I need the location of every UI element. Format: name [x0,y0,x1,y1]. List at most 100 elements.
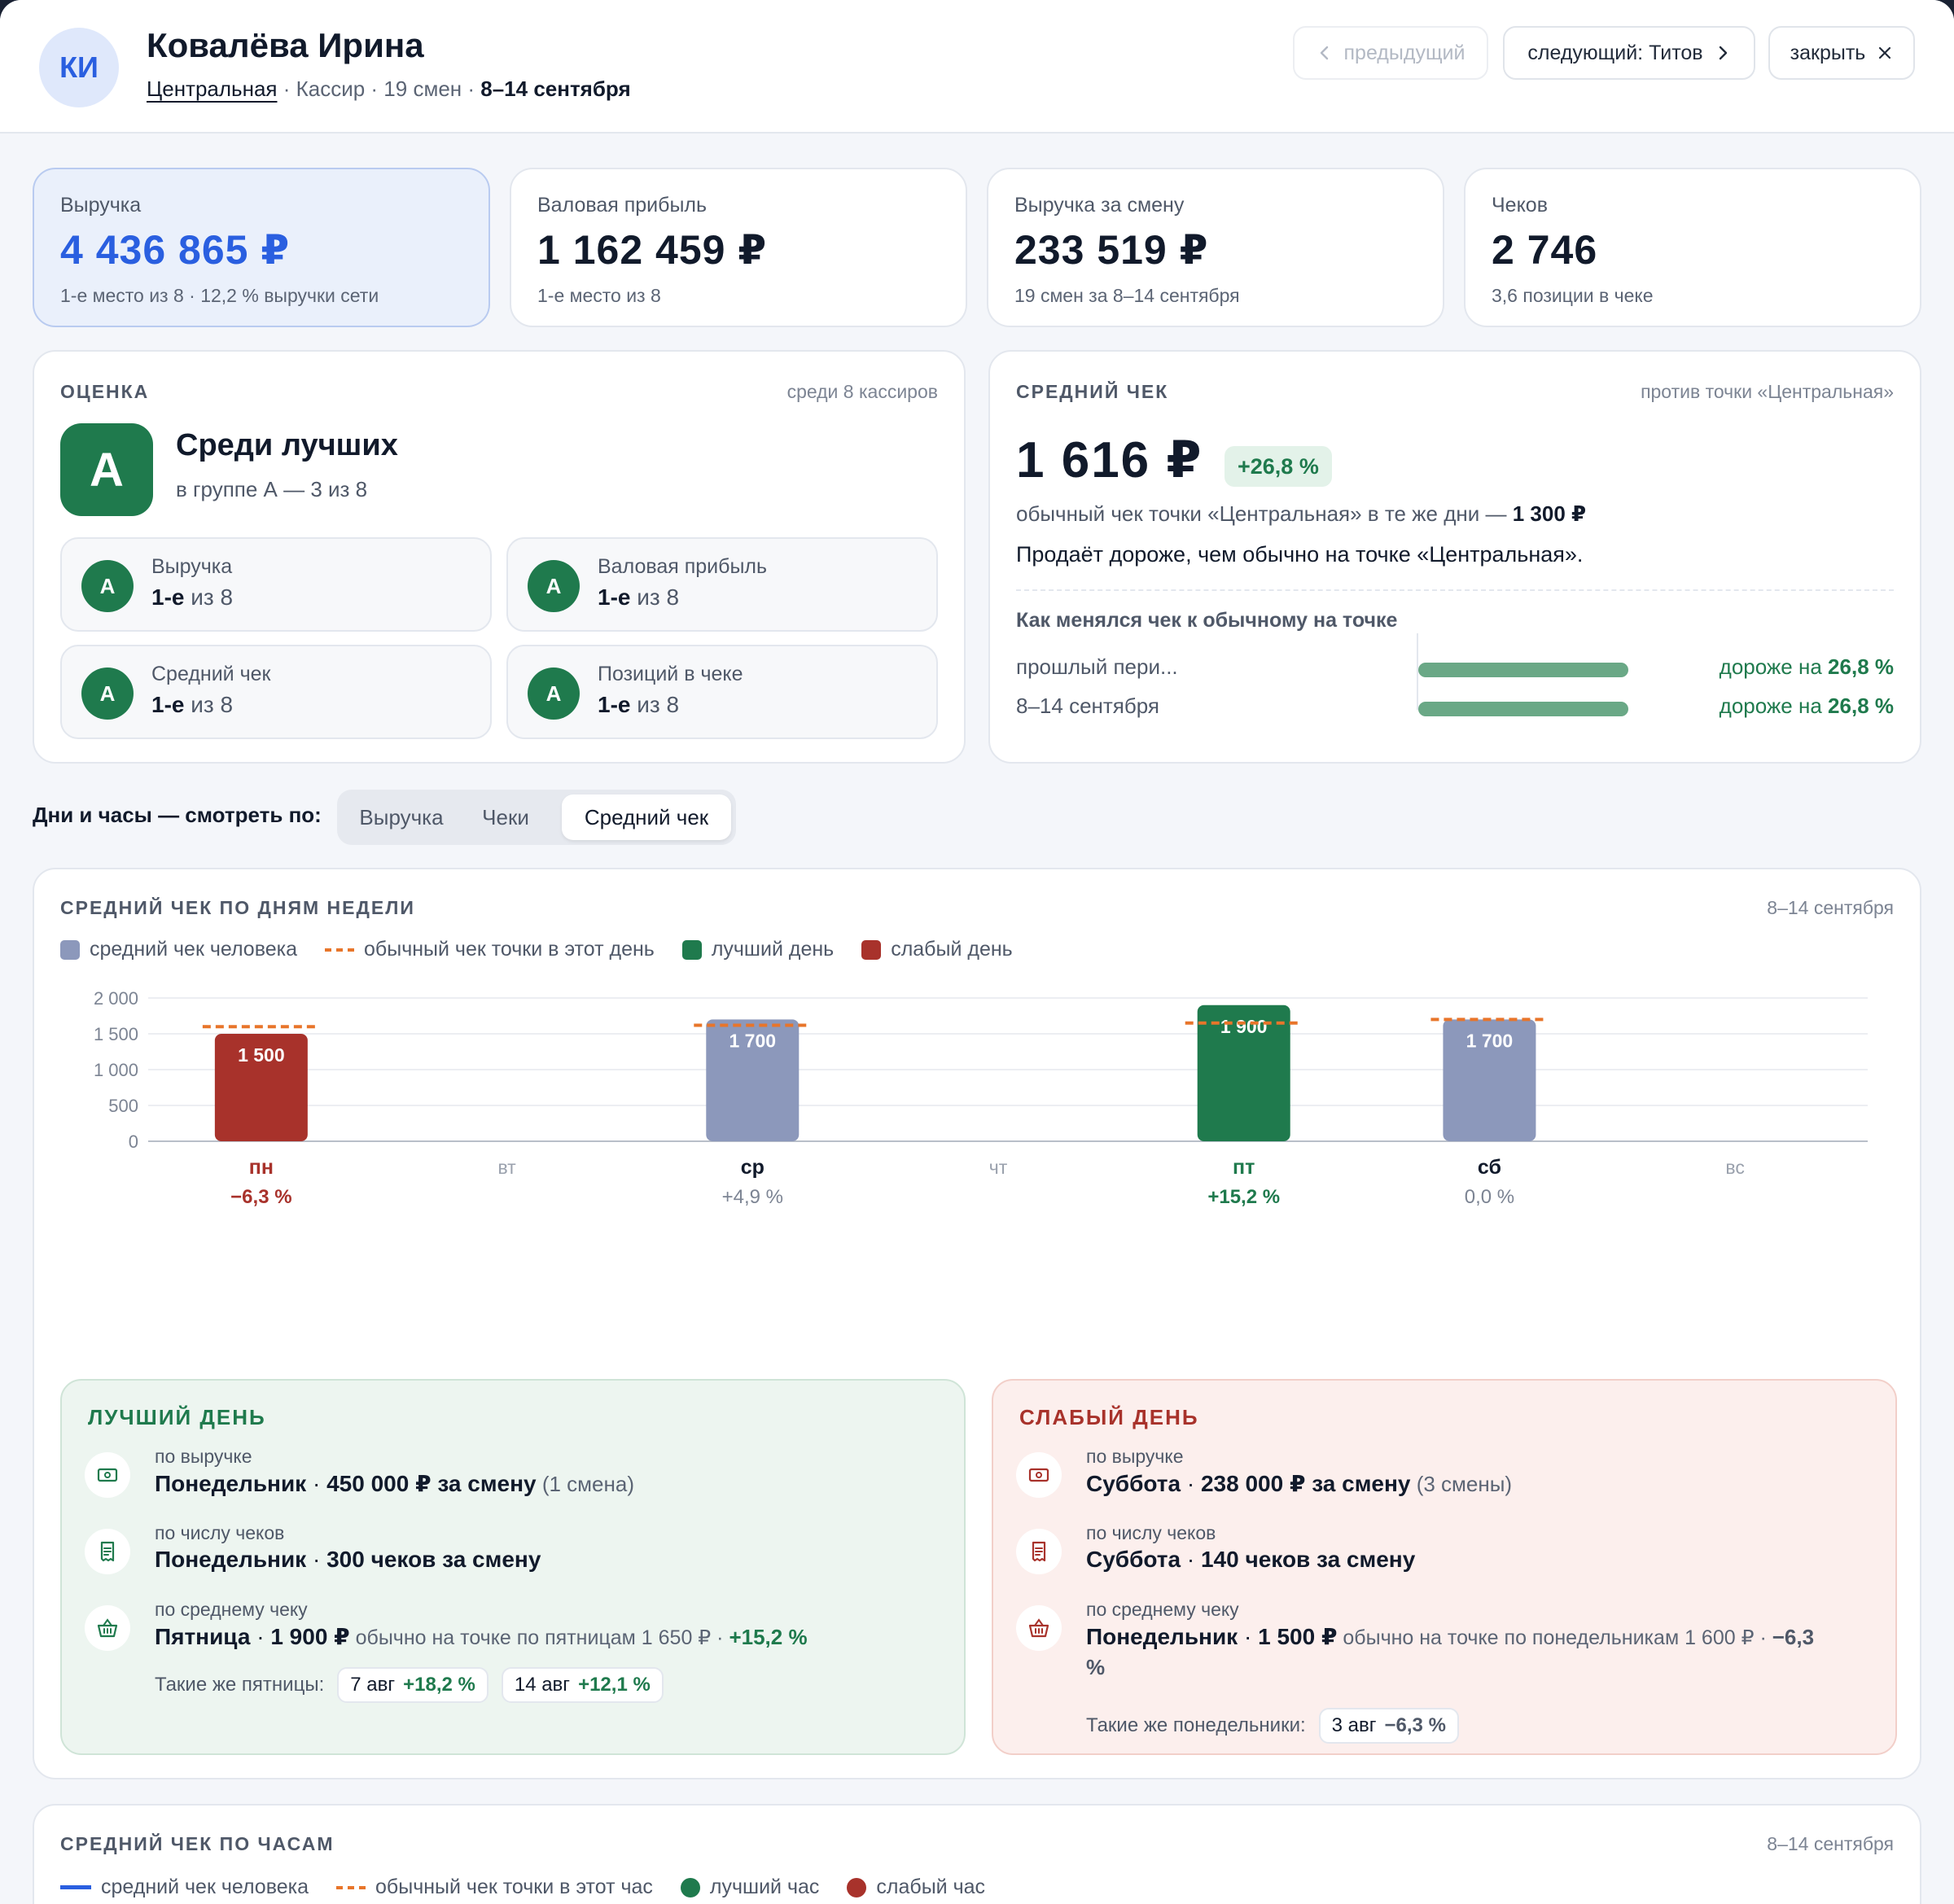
weak-day-panel: СЛАБЫЙ ДЕНЬ по выручке Суббота · 238 000… [992,1379,1897,1755]
rating-item-label: Валовая прибыль [598,555,768,578]
x-tick-label: пн [249,1156,274,1179]
kpi-revenue-per-shift-card[interactable]: Выручка за смену 233 519 ₽ 19 смен за 8–… [987,168,1444,327]
weak-row-value-wrap: % [1086,1655,1106,1679]
close-icon [1879,46,1891,59]
kpi-value: 233 519 ₽ [1014,227,1209,273]
grade-badge: A [81,560,134,612]
days-bar-chart: 0 500 1 000 1 500 2 000 1 500 пн −6,3 % вт 1 700 с… [94,988,1868,1208]
legend-dash [336,1885,366,1889]
bar-value-label: 1 500 [238,1044,285,1066]
day-bar[interactable] [706,1019,800,1141]
kpi-revenue-card[interactable]: Выручка 4 436 865 ₽ 1-е место из 8 · 12,… [33,168,490,327]
best-row-value: Понедельник · 300 чеков за смену [155,1547,541,1572]
kpi-note: 1-е место из 8 · 12,2 % выручки сети [60,285,379,306]
best-day-title: ЛУЧШИЙ ДЕНЬ [88,1405,266,1429]
y-tick-label: 0 [129,1131,138,1152]
weak-row-value: Понедельник · 1 500 ₽ обычно на точке по… [1086,1624,1815,1649]
chevron-left-icon [1320,46,1328,60]
day-delta-label: −6,3 % [230,1186,291,1208]
avg-check-title: СРЕДНИЙ ЧЕК [1016,381,1169,402]
days-chart-legend: средний чек человека обычный чек точки в… [60,938,1013,961]
check-trend-title: Как менялся чек к обычному на точке [1016,609,1398,632]
hours-chart-card: СРЕДНИЙ ЧЕК ПО ЧАСАМ 8–14 сентября средн… [33,1804,1921,1904]
profile-header: КИ Ковалёва Ирина Центральная · Кассир ·… [0,0,1954,133]
money-icon [1016,1452,1062,1498]
avg-check-value: 1 616 ₽ [1016,432,1203,488]
day-bar[interactable] [1443,1019,1536,1141]
legend-item: слабый день [861,938,1013,961]
kpi-label: Чеков [1492,194,1548,217]
kpi-label: Валовая прибыль [537,194,708,217]
rating-item-items-per-check: A Позиций в чеке 1-е из 8 [506,645,938,739]
weak-row-value: Суббота · 140 чеков за смену [1086,1547,1416,1572]
weak-row-key: по среднему чеку [1086,1599,1239,1620]
grade-badge: A [81,667,134,720]
y-tick-label: 1 500 [94,1024,138,1044]
rating-item-label: Выручка [151,555,233,578]
same-day-chip[interactable]: 7 авг +18,2 % [337,1667,488,1703]
days-chart-title: СРЕДНИЙ ЧЕК ПО ДНЯМ НЕДЕЛИ [60,897,415,918]
legend-item: обычный чек точки в этот день [325,938,655,961]
employee-meta: Центральная · Кассир · 19 смен · 8–14 се… [147,77,631,102]
days-chart-period: 8–14 сентября [1767,897,1894,918]
grade-badge: A [60,423,153,516]
rating-item-revenue: A Выручка 1-е из 8 [60,537,492,632]
same-day-chip[interactable]: 3 авг −6,3 % [1318,1708,1459,1744]
receipt-icon [85,1529,130,1574]
money-icon [85,1452,130,1498]
day-bar[interactable] [1197,1005,1290,1141]
same-day-chip[interactable]: 14 авг +12,1 % [501,1667,664,1703]
rating-item-rank: 1-е из 8 [151,692,234,717]
view-option-avg-check[interactable]: Средний чек [562,794,731,840]
grade-title: Среди лучших [176,428,398,462]
day-delta-label: +15,2 % [1207,1186,1280,1208]
trend-row-bar [1418,663,1628,677]
next-button[interactable]: следующий: Титов [1503,26,1755,80]
kpi-gross-profit-card[interactable]: Валовая прибыль 1 162 459 ₽ 1-е место из… [510,168,967,327]
kpi-label: Выручка за смену [1014,194,1185,217]
view-option-revenue[interactable]: Выручка [359,804,444,829]
prev-button[interactable]: предыдущий [1293,26,1488,80]
best-row-value: Пятница · 1 900 ₽ обычно на точке по пят… [155,1624,808,1649]
close-button[interactable]: закрыть [1768,26,1915,80]
legend-line [60,1885,91,1889]
hours-chart-title: СРЕДНИЙ ЧЕК ПО ЧАСАМ [60,1833,335,1854]
day-bar[interactable] [214,1034,308,1141]
close-button-label: закрыть [1790,41,1866,64]
kpi-note: 19 смен за 8–14 сентября [1014,285,1240,306]
x-tick-label: ср [741,1156,765,1179]
weak-row-key: по выручке [1086,1446,1184,1467]
x-tick-label: вт [497,1157,516,1178]
best-row-value: Понедельник · 450 000 ₽ за смену (1 смен… [155,1471,634,1496]
rating-item-gross-profit: A Валовая прибыль 1-е из 8 [506,537,938,632]
rating-scope: среди 8 кассиров [786,381,938,402]
grade-badge: A [528,667,580,720]
employee-name: Ковалёва Ирина [147,26,424,64]
rating-card: ОЦЕНКА среди 8 кассиров A Среди лучших в… [33,350,966,764]
best-row-key: по выручке [155,1446,252,1467]
kpi-checks-card[interactable]: Чеков 2 746 3,6 позиции в чеке [1464,168,1921,327]
avg-check-delta-badge: +26,8 % [1225,446,1332,487]
bar-value-label: 1 900 [1220,1016,1268,1037]
view-option-checks[interactable]: Чеки [482,804,529,829]
location-link[interactable]: Центральная [147,77,278,101]
next-button-label: следующий: Титов [1527,41,1703,64]
x-tick-label: сб [1478,1156,1501,1179]
rating-item-label: Позиций в чеке [598,663,743,685]
days-chart-card: СРЕДНИЙ ЧЕК ПО ДНЯМ НЕДЕЛИ 8–14 сентября… [33,868,1921,1779]
rating-item-rank: 1-е из 8 [598,692,680,717]
legend-item: слабый час [847,1876,985,1899]
receipt-icon [1016,1529,1062,1574]
x-tick-label: чт [989,1157,1008,1178]
legend-dash [325,948,355,952]
legend-item: средний чек человека [60,938,297,961]
view-switch: Выручка Чеки Средний чек [337,790,736,845]
best-row-key: по среднему чеку [155,1599,308,1620]
employee-role-shifts: · Кассир · 19 смен · [277,77,481,101]
legend-swatch [861,939,882,960]
rating-item-rank: 1-е из 8 [151,584,234,610]
weak-row-value: Суббота · 238 000 ₽ за смену (3 смены) [1086,1471,1513,1496]
avatar: КИ [39,28,119,107]
hours-chart-legend: средний чек человека обычный чек точки в… [60,1876,985,1899]
legend-item: средний чек человека [60,1876,309,1899]
